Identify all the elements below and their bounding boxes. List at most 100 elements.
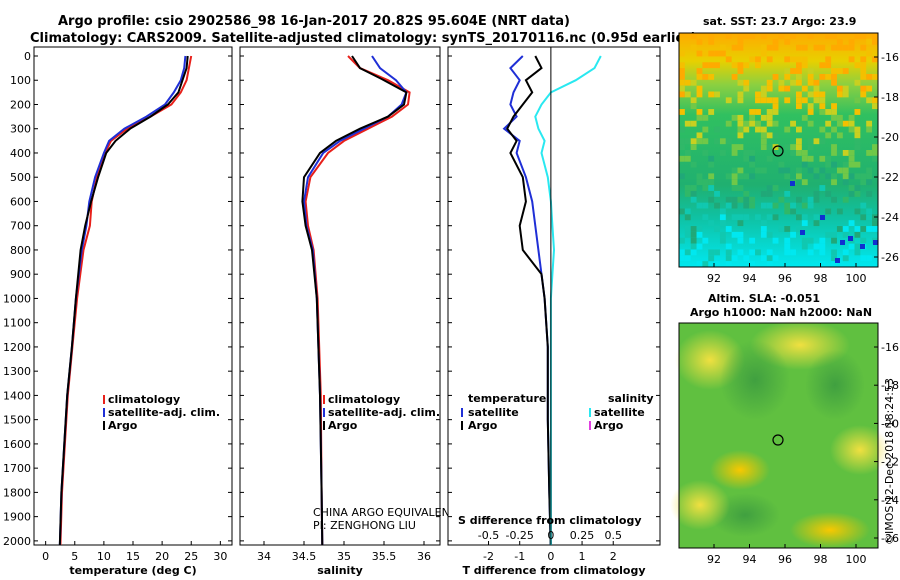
sst-pixel	[708, 91, 715, 98]
x-tick-label: 5	[71, 550, 78, 563]
sst-pixel	[679, 173, 685, 180]
sst-pixel	[708, 38, 715, 45]
sst-pixel	[860, 33, 867, 39]
sst-pixel	[690, 144, 697, 150]
sst-pixel	[731, 173, 738, 180]
sst-pixel	[831, 114, 837, 121]
sst-pixel	[801, 85, 808, 92]
sst-pixel	[737, 79, 744, 86]
sst-pixel	[690, 79, 697, 86]
plot-frame	[33, 46, 233, 546]
sst-pixel	[743, 150, 750, 156]
sst-pixel	[848, 44, 855, 51]
sst-pixel	[749, 109, 756, 115]
legend-label: climatology	[328, 393, 400, 406]
sst-pixel	[866, 255, 873, 262]
sst-pixel	[831, 150, 837, 156]
y-tick-label: 1100	[3, 317, 31, 330]
map-y-tick-label: -26	[881, 251, 899, 264]
sst-pixel	[825, 155, 832, 162]
sst-pixel	[848, 155, 855, 162]
sst-pixel	[840, 240, 845, 245]
y-tick-label: 1600	[3, 438, 31, 451]
y-tick-label: 500	[10, 171, 31, 184]
top-tick-label: 0.25	[570, 529, 595, 542]
y-tick-label: 1400	[3, 389, 31, 402]
sst-pixel	[684, 208, 691, 215]
sst-pixel	[749, 150, 756, 156]
sst-pixel	[842, 226, 849, 232]
sst-pixel	[690, 44, 697, 51]
sst-pixel	[836, 85, 843, 92]
sst-pixel	[819, 261, 826, 267]
sst-pixel	[731, 150, 738, 156]
sst-pixel	[760, 231, 767, 238]
y-tick-label: 200	[10, 98, 31, 111]
sst-pixels	[679, 33, 878, 267]
sst-pixel	[719, 44, 726, 51]
sst-pixel	[848, 236, 853, 241]
sst-pixel	[755, 167, 761, 174]
sst-pixel	[784, 126, 791, 133]
sst-pixel	[684, 249, 691, 256]
sst-pixel	[807, 120, 814, 127]
sla-blob	[830, 425, 890, 475]
annotation-pi: PI: ZENGHONG LIU	[313, 519, 416, 532]
title-line-1: Argo profile: csio 2902586_98 16-Jan-201…	[58, 14, 570, 29]
sst-pixel	[807, 202, 814, 209]
sst-map-title: sat. SST: 23.7 Argo: 23.9	[703, 15, 856, 28]
sst-pixel	[766, 249, 773, 256]
sst-pixel	[860, 202, 867, 209]
sst-pixel	[842, 173, 849, 180]
map-y-tick-label: -18	[881, 91, 899, 104]
sst-pixel	[790, 231, 796, 238]
sst-pixel	[831, 103, 837, 110]
sst-pixel	[831, 144, 837, 150]
sst-pixel	[684, 155, 691, 162]
y-tick-label: 100	[10, 74, 31, 87]
sst-pixel	[737, 68, 744, 74]
sst-pixel	[825, 120, 832, 127]
sst-pixel	[831, 255, 837, 262]
sst-pixel	[801, 237, 808, 244]
sst-pixel	[760, 85, 767, 92]
sst-pixel	[749, 155, 756, 162]
sst-pixel	[725, 97, 732, 104]
sst-pixel	[807, 73, 814, 80]
sst-pixel	[702, 138, 709, 145]
sst-pixel	[790, 249, 796, 256]
sst-pixel	[760, 167, 767, 174]
sst-pixel	[766, 85, 773, 92]
sst-pixel	[836, 226, 843, 232]
sst-pixel	[796, 68, 802, 74]
sst-pixel	[831, 231, 837, 238]
sla-map: 92 94 96 98 100 -16 -18 -20 -22 -24 -26	[670, 320, 899, 566]
sst-pixel	[760, 114, 767, 121]
sst-pixel	[760, 50, 767, 57]
sst-pixel	[725, 261, 732, 267]
sst-pixel	[760, 138, 767, 145]
sst-pixel	[800, 230, 805, 235]
sst-pixel	[778, 161, 785, 168]
map-y-tick-label: -26	[881, 532, 899, 545]
sst-pixel	[690, 196, 697, 203]
sst-pixel	[819, 73, 826, 80]
x-tick-label: 0	[547, 550, 554, 563]
sst-pixel	[784, 56, 791, 63]
sst-pixel	[801, 97, 808, 104]
sst-pixel	[755, 249, 761, 256]
sst-pixel	[766, 255, 773, 262]
sst-pixel	[796, 73, 802, 80]
sst-pixel	[796, 91, 802, 98]
sla-blob	[790, 512, 870, 548]
sst-ticks: 92 94 96 98 100 -16 -18 -20 -22 -24 -26	[707, 51, 899, 285]
sst-pixel	[796, 56, 802, 63]
sst-pixel	[801, 56, 808, 63]
sst-pixel	[807, 103, 814, 110]
sst-pixel	[725, 226, 732, 232]
sst-pixel	[702, 179, 709, 186]
sst-pixel	[690, 120, 697, 127]
sst-pixel	[743, 214, 750, 221]
sst-pixel	[731, 214, 738, 221]
sst-pixel	[848, 161, 855, 168]
